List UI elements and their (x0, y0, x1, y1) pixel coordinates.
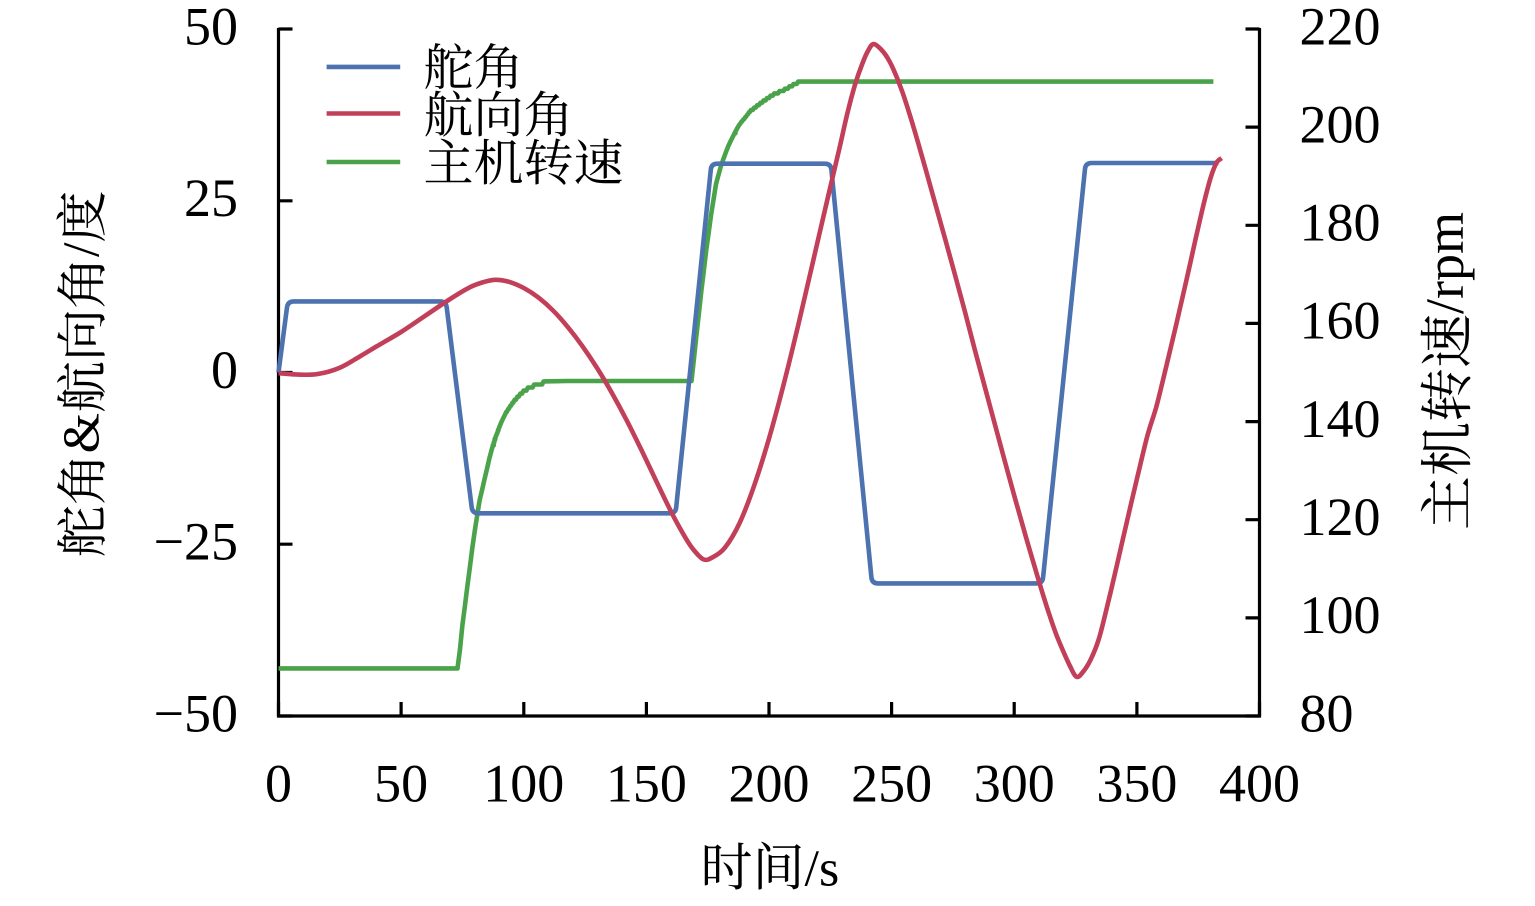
svg-text:/: / (54, 242, 111, 257)
svg-text:/rpm: /rpm (1415, 212, 1475, 314)
svg-text:350: 350 (1096, 754, 1177, 814)
svg-text:300: 300 (974, 754, 1055, 814)
svg-text:220: 220 (1300, 0, 1381, 56)
svg-text:400: 400 (1219, 754, 1300, 814)
svg-text:80: 80 (1300, 683, 1354, 743)
svg-text:0: 0 (265, 754, 292, 814)
svg-text:150: 150 (606, 754, 687, 814)
svg-text:200: 200 (729, 754, 810, 814)
svg-text:0: 0 (211, 340, 238, 400)
svg-text:100: 100 (483, 754, 564, 814)
svg-text:180: 180 (1300, 193, 1381, 253)
svg-text:50: 50 (374, 754, 428, 814)
svg-text:120: 120 (1300, 487, 1381, 547)
svg-text:25: 25 (184, 168, 238, 228)
svg-text:200: 200 (1300, 94, 1381, 154)
svg-text:&: & (54, 413, 111, 453)
svg-text:−25: −25 (154, 512, 238, 572)
svg-text:250: 250 (851, 754, 932, 814)
svg-text:100: 100 (1300, 585, 1381, 645)
svg-text:50: 50 (184, 0, 238, 56)
svg-text:/s: /s (805, 841, 840, 898)
svg-text:140: 140 (1300, 389, 1381, 449)
svg-text:−50: −50 (154, 683, 238, 743)
svg-text:160: 160 (1300, 291, 1381, 351)
